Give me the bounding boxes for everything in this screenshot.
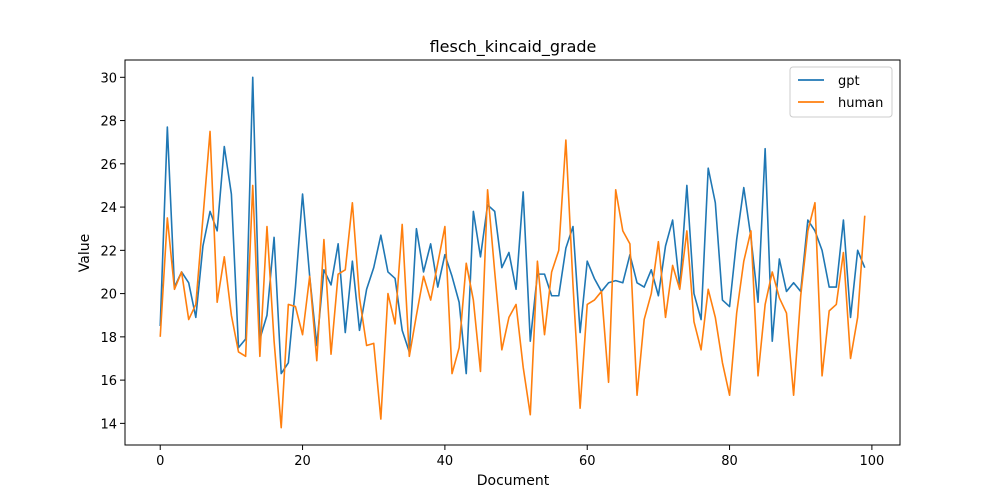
y-tick-label: 16 <box>100 374 117 389</box>
y-tick-label: 26 <box>100 158 117 173</box>
y-axis-ticks: 14 16 18 20 22 24 26 28 30 <box>100 71 125 432</box>
legend: gpt human <box>789 66 893 118</box>
y-tick-label: 24 <box>100 201 117 216</box>
x-tick-label: 60 <box>579 454 596 469</box>
series-line-human <box>159 130 866 429</box>
plot-frame <box>124 59 901 446</box>
legend-label-gpt: gpt <box>838 74 860 89</box>
x-tick-label: 20 <box>294 454 311 469</box>
y-tick-label: 22 <box>100 244 117 259</box>
x-axis-label: Document <box>477 473 550 489</box>
y-tick-label: 20 <box>100 288 117 303</box>
x-tick-label: 40 <box>437 454 454 469</box>
x-tick-label: 80 <box>721 454 738 469</box>
series-layer <box>159 76 866 429</box>
x-axis-ticks: 0 20 40 60 80 100 <box>156 445 884 469</box>
y-tick-label: 28 <box>100 115 117 130</box>
y-tick-label: 30 <box>100 71 117 86</box>
legend-label-human: human <box>838 96 883 111</box>
y-tick-label: 14 <box>100 417 117 432</box>
chart-title: flesch_kincaid_grade <box>430 37 597 57</box>
y-axis-label: Value <box>77 234 93 272</box>
series-line-gpt <box>159 76 866 375</box>
y-tick-label: 18 <box>100 331 117 346</box>
x-tick-label: 100 <box>859 454 884 469</box>
x-tick-label: 0 <box>156 454 164 469</box>
